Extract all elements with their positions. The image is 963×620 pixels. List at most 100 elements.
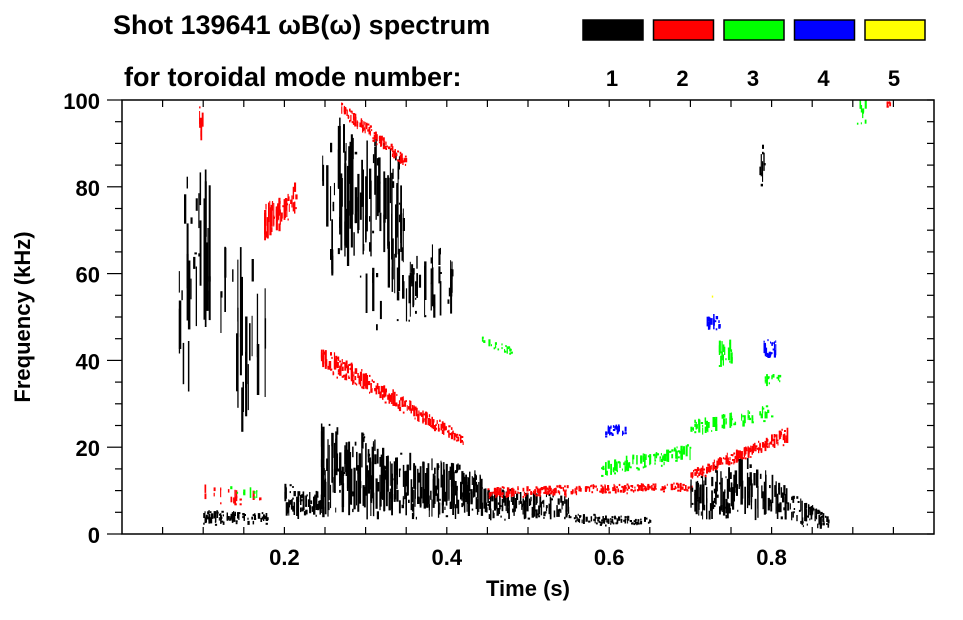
spectrum-streak — [643, 487, 645, 490]
spectrum-streak — [663, 453, 666, 462]
spectrum-streak — [413, 408, 415, 412]
spectrum-streak — [762, 151, 764, 155]
spectrum-streak — [414, 406, 417, 409]
spectrum-streak — [385, 476, 388, 507]
spectrum-streak — [651, 485, 653, 491]
spectrum-streak — [235, 520, 238, 523]
spectrum-streak — [539, 495, 542, 508]
spectrum-streak — [607, 460, 610, 469]
spectrum-streak — [244, 514, 246, 516]
spectrum-streak — [645, 465, 647, 468]
spectrum-streak — [347, 114, 350, 119]
spectrum-streak — [655, 483, 657, 487]
spectrum-streak — [627, 485, 630, 488]
spectrum-streak — [693, 469, 695, 472]
spectrum-streak — [437, 465, 440, 468]
spectrum-streak — [776, 495, 779, 511]
spectrum-streak — [402, 218, 405, 231]
spectrum-streak — [372, 139, 374, 142]
spectrum-streak — [415, 297, 417, 300]
spectrum-streak — [785, 438, 788, 442]
feature-mode-2 — [204, 484, 262, 506]
spectrum-streak — [480, 502, 484, 516]
spectrum-streak — [456, 433, 459, 436]
spectrum-streak — [783, 485, 786, 496]
spectrum-streak — [673, 488, 676, 490]
spectrum-streak — [351, 121, 355, 124]
spectrum-streak — [612, 489, 615, 492]
spectrum-streak — [488, 492, 491, 497]
spectrum-streak — [354, 116, 357, 127]
spectrum-streak — [768, 355, 771, 358]
spectrum-streak — [257, 513, 261, 519]
spectrum-streak — [578, 485, 581, 488]
spectrum-streak — [263, 515, 266, 518]
spectrum-streak — [440, 460, 442, 467]
spectrum-streak — [195, 198, 198, 211]
spectrum-streak — [405, 400, 407, 403]
legend-swatch-mode-1 — [582, 19, 644, 41]
spectrum-streak — [698, 468, 700, 471]
spectrum-streak — [591, 484, 593, 487]
x-axis-label: Time (s) — [486, 576, 570, 601]
spectrum-streak — [346, 449, 350, 489]
spectrum-streak — [415, 310, 417, 314]
spectrum-streak — [611, 516, 614, 519]
spectrum-streak — [353, 371, 355, 384]
spectrum-streak — [411, 503, 414, 512]
spectrum-streak — [484, 488, 487, 504]
spectrum-streak — [242, 516, 244, 519]
spectrum-streak — [707, 463, 710, 467]
spectrum-streak — [457, 501, 459, 506]
spectrum-streak — [679, 451, 681, 454]
spectrum-streak — [593, 513, 596, 516]
spectrum-streak — [490, 491, 492, 497]
spectrum-streak — [432, 419, 435, 423]
spectrum-streak — [458, 464, 461, 470]
spectrum-streak — [261, 516, 264, 520]
spectrum-streak — [607, 425, 609, 434]
spectrum-streak — [501, 495, 504, 499]
spectrum-streak — [506, 489, 508, 495]
spectrum-streak — [256, 293, 259, 358]
spectrum-streak — [496, 508, 499, 516]
spectrum-streak — [653, 454, 655, 457]
spectrum-streak — [352, 382, 354, 385]
spectrum-streak — [582, 516, 585, 524]
spectrum-streak — [190, 278, 192, 300]
spectrum-streak — [275, 206, 278, 231]
spectrum-streak — [761, 442, 764, 448]
spectrum-streak — [772, 438, 774, 441]
spectrum-streak — [708, 464, 711, 471]
spectrum-streak — [253, 496, 256, 499]
spectrum-streak — [694, 492, 697, 496]
spectrum-streak — [368, 131, 371, 135]
spectrum-streak — [769, 441, 772, 445]
spectrum-streak — [793, 508, 796, 510]
spectrum-streak — [211, 513, 214, 519]
spectrum-streak — [694, 419, 696, 423]
spectrum-streak — [564, 490, 567, 496]
spectrum-streak — [725, 418, 727, 421]
spectrum-streak — [443, 430, 445, 435]
spectrum-streak — [755, 447, 757, 450]
spectrum-streak — [178, 271, 180, 293]
spectrum-streak — [435, 485, 438, 496]
spectrum-streak — [644, 456, 646, 466]
spectrum-streak — [327, 471, 329, 502]
spectrum-streak — [260, 517, 263, 522]
spectrum-streak — [614, 472, 616, 475]
spectrum-streak — [734, 421, 736, 424]
spectrum-streak — [306, 494, 308, 497]
spectrum-streak — [233, 497, 235, 500]
spectrum-streak — [387, 455, 389, 492]
spectrum-streak — [676, 446, 678, 449]
spectrum-streak — [500, 515, 502, 518]
spectrum-streak — [819, 516, 822, 529]
spectrum-streak — [371, 379, 373, 382]
spectrum-streak — [552, 492, 555, 496]
spectrum-streak — [461, 503, 464, 508]
spectrum-streak — [552, 489, 555, 492]
spectrum-streak — [531, 513, 534, 518]
spectrum-streak — [780, 436, 782, 439]
